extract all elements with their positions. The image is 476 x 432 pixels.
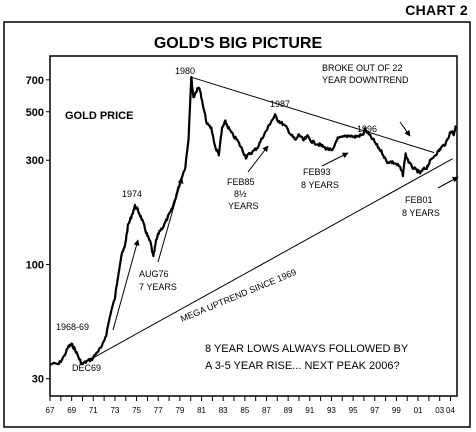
- label-1980: 1980: [175, 66, 195, 76]
- arrow-feb93-to-1996: [321, 152, 349, 167]
- price-series: [49, 75, 457, 366]
- x-tick-label: 75: [132, 406, 141, 415]
- chart-title: GOLD'S BIG PICTURE: [153, 35, 323, 52]
- arrow-breakout: [399, 121, 411, 137]
- trendlines: [81, 76, 453, 365]
- label-dec69: DEC69: [72, 363, 101, 373]
- x-axis: 67 69 71 73 75 77 79 81 83 85 87 89 91 93 95 97 99 01 03 04: [46, 396, 456, 415]
- x-tick-label: 97: [370, 406, 379, 415]
- label-1987: 1987: [270, 99, 290, 109]
- y-tick-label: 100: [26, 259, 44, 271]
- x-tick-label: 89: [284, 406, 293, 415]
- x-tick-label: 67: [46, 406, 55, 415]
- outer-frame: [3, 21, 471, 428]
- annotation-arrows: [112, 121, 459, 331]
- trendline: [191, 76, 435, 154]
- x-tick-label: 69: [67, 406, 76, 415]
- x-tick-label: 87: [262, 406, 271, 415]
- x-tick-label: 71: [89, 406, 98, 415]
- label-breakout-2: YEAR DOWNTREND: [322, 75, 409, 85]
- label-uptrend: MEGA UPTREND SINCE 1969: [179, 267, 298, 324]
- x-tick-label: 85: [240, 406, 249, 415]
- y-tick-label: 300: [26, 155, 44, 167]
- label-feb85-years: YEARS: [228, 201, 259, 211]
- label-feb85: FEB85: [227, 177, 255, 187]
- x-tick-label: 04: [446, 406, 455, 415]
- label-aug76-years: 7 YEARS: [139, 282, 177, 292]
- x-tick-label: 79: [175, 406, 184, 415]
- label-feb01-years: 8 YEARS: [402, 208, 440, 218]
- arrow-aug76-to-1980: [157, 177, 184, 263]
- note-line-1: 8 YEAR LOWS ALWAYS FOLLOWED BY: [205, 343, 409, 355]
- y-axis: 30 100 300 500 700: [26, 75, 50, 386]
- label-1996: 1996: [357, 124, 377, 134]
- x-tick-label: 93: [327, 406, 336, 415]
- label-aug76: AUG76: [139, 269, 169, 279]
- x-tick-label: 01: [414, 406, 423, 415]
- plot-frame: [49, 55, 458, 397]
- x-tick-label: 81: [197, 406, 206, 415]
- label-feb01: FEB01: [405, 195, 433, 205]
- y-tick-label: 500: [26, 107, 44, 119]
- note-line-2: A 3-5 YEAR RISE... NEXT PEAK 2006?: [205, 360, 400, 372]
- arrow-feb85-to-1987: [247, 145, 269, 173]
- x-tick-label: 77: [154, 406, 163, 415]
- label-feb93: FEB93: [303, 167, 331, 177]
- label-1974: 1974: [122, 189, 142, 199]
- arrow-dec69-to-1974: [112, 239, 140, 331]
- x-tick-label: 91: [305, 406, 314, 415]
- label-feb85-frac: 8½: [234, 189, 247, 199]
- trendline: [81, 158, 453, 365]
- x-tick-label: 83: [219, 406, 228, 415]
- x-tick-label: 03: [435, 406, 444, 415]
- arrow-feb01-to-next: [437, 176, 459, 189]
- x-tick-label: 95: [349, 406, 358, 415]
- label-1968-69: 1968-69: [56, 322, 89, 332]
- x-tick-label: 73: [110, 406, 119, 415]
- y-tick-label: 30: [32, 374, 44, 386]
- series-label: GOLD PRICE: [65, 110, 133, 122]
- y-tick-label: 700: [26, 75, 44, 87]
- series-line: [49, 75, 457, 366]
- label-breakout-1: BROKE OUT OF 22: [322, 63, 402, 73]
- label-feb93-years: 8 YEARS: [301, 180, 339, 190]
- chart-number: CHART 2: [405, 2, 468, 18]
- x-tick-label: 99: [392, 406, 401, 415]
